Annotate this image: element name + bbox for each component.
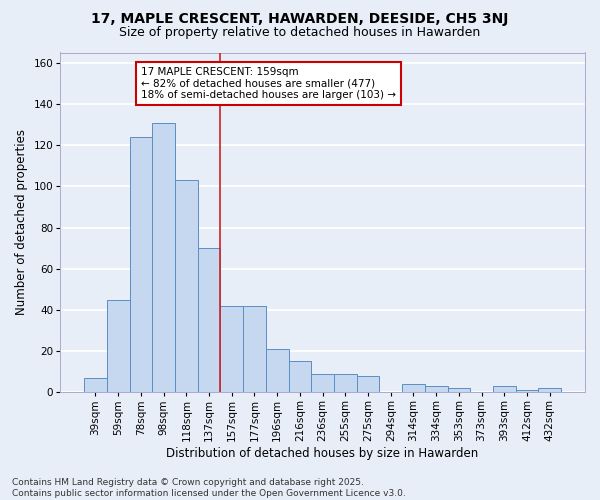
Bar [197,248,220,392]
Bar [402,384,425,392]
Bar [107,300,130,392]
Bar [311,374,334,392]
Bar [425,386,448,392]
Y-axis label: Number of detached properties: Number of detached properties [15,130,28,316]
Bar [220,306,243,392]
Text: Contains HM Land Registry data © Crown copyright and database right 2025.
Contai: Contains HM Land Registry data © Crown c… [12,478,406,498]
Bar [356,376,379,392]
Bar [334,374,356,392]
Text: 17 MAPLE CRESCENT: 159sqm
← 82% of detached houses are smaller (477)
18% of semi: 17 MAPLE CRESCENT: 159sqm ← 82% of detac… [141,67,396,100]
Bar [130,137,152,392]
Text: Size of property relative to detached houses in Hawarden: Size of property relative to detached ho… [119,26,481,39]
Bar [289,362,311,392]
Bar [152,122,175,392]
Bar [175,180,197,392]
Bar [266,349,289,393]
Bar [538,388,561,392]
Bar [516,390,538,392]
Text: 17, MAPLE CRESCENT, HAWARDEN, DEESIDE, CH5 3NJ: 17, MAPLE CRESCENT, HAWARDEN, DEESIDE, C… [91,12,509,26]
Bar [243,306,266,392]
Bar [493,386,516,392]
Bar [84,378,107,392]
Bar [448,388,470,392]
X-axis label: Distribution of detached houses by size in Hawarden: Distribution of detached houses by size … [167,447,479,460]
